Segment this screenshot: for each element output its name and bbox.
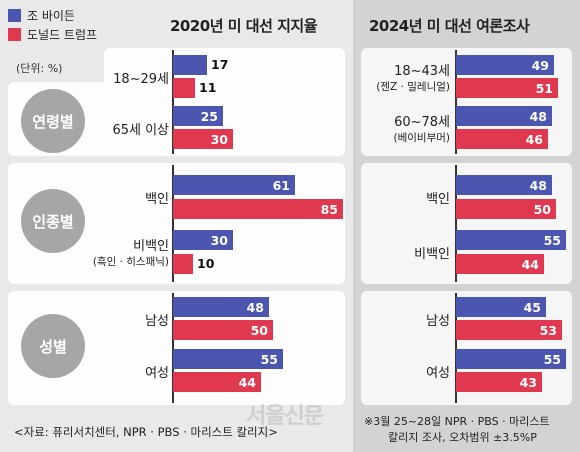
bar-value-label: 10: [197, 256, 215, 271]
left-axis-race: [172, 165, 174, 282]
note-line-2: 칼리지 조사, 오차범위 ±3.5%P: [388, 431, 537, 444]
bar-biden: [173, 55, 207, 75]
bar-biden: 49: [456, 55, 554, 75]
right-axis-race: [455, 165, 457, 282]
legend-label-biden: 조 바이든: [27, 9, 75, 23]
bar-value-label: 45: [523, 299, 541, 315]
bar-value-label: 85: [320, 201, 338, 217]
legend-item-trump: 도널드 트럼프: [8, 26, 97, 43]
group-circle-gender: 성별: [21, 314, 85, 378]
bar-biden: 55: [456, 230, 566, 250]
bar-trump: 44: [456, 254, 544, 274]
category-label: 비백인: [414, 247, 450, 262]
bar-biden: 48: [456, 175, 552, 195]
bar-trump: 50: [456, 199, 556, 219]
bar-trump: 50: [173, 320, 273, 340]
category-label: 18~43세: [394, 63, 450, 79]
bar-value-label: 30: [210, 131, 228, 147]
legend-swatch-trump: [8, 28, 21, 41]
left-axis-gender: [172, 293, 174, 403]
category-label: 비백인: [133, 239, 169, 254]
bar-value-label: 44: [521, 256, 539, 272]
bar-trump: 44: [173, 372, 261, 392]
left-axis-age: [172, 50, 174, 154]
watermark-logo: 서울신문: [246, 404, 324, 429]
unit-label: (단위: %): [16, 62, 63, 75]
group-circle-age: 연령별: [21, 89, 85, 153]
category-label: 65세 이상: [112, 122, 169, 138]
bar-biden: 48: [456, 106, 552, 126]
bar-trump: 85: [173, 199, 343, 219]
category-label: 여성: [426, 365, 450, 381]
category-sublabel: (젠Z · 밀레니얼): [376, 80, 450, 93]
bar-value-label: 44: [238, 374, 256, 390]
category-label: 남성: [145, 313, 169, 329]
right-chart-title: 2024년 미 대선 여론조사: [369, 17, 530, 35]
group-circle-race: 인종별: [21, 189, 85, 253]
legend-item-biden: 조 바이든: [8, 7, 75, 24]
bar-value-label: 48: [529, 177, 547, 193]
bar-trump: 30: [173, 129, 233, 149]
bar-biden: 48: [173, 297, 269, 317]
bar-biden: 55: [173, 349, 283, 369]
bar-trump: [173, 254, 193, 274]
bar-value-label: 25: [200, 108, 218, 124]
bar-value-label: 30: [210, 232, 228, 248]
bar-value-label: 17: [211, 57, 229, 72]
bar-biden: 61: [173, 175, 295, 195]
bar-value-label: 51: [535, 80, 553, 96]
category-label: 백인: [145, 192, 169, 207]
bar-trump: [173, 78, 195, 98]
category-label: 남성: [426, 313, 450, 329]
bar-biden: 25: [173, 106, 223, 126]
category-label: 백인: [426, 192, 450, 207]
legend-swatch-biden: [8, 9, 21, 22]
bar-value-label: 50: [250, 322, 268, 338]
bar-value-label: 53: [539, 322, 557, 338]
bar-value-label: 11: [199, 80, 217, 95]
bar-biden: 30: [173, 230, 233, 250]
category-label: 여성: [145, 365, 169, 381]
bar-value-label: 48: [529, 108, 547, 124]
bar-value-label: 55: [543, 232, 561, 248]
bar-value-label: 55: [260, 351, 278, 367]
bar-trump: 43: [456, 372, 542, 392]
bar-value-label: 49: [531, 57, 549, 73]
right-axis-gender: [455, 293, 457, 403]
note-line-1: ※3월 25~28일 NPR · PBS · 마리스트: [364, 415, 550, 428]
bar-trump: 51: [456, 78, 558, 98]
bar-trump: 46: [456, 129, 548, 149]
bar-biden: 45: [456, 297, 546, 317]
bar-value-label: 55: [543, 351, 561, 367]
category-label: 60~78세: [394, 114, 450, 130]
bar-value-label: 48: [246, 299, 264, 315]
right-axis-age: [455, 50, 457, 154]
bar-value-label: 46: [525, 131, 543, 147]
legend-label-trump: 도널드 트럼프: [27, 28, 98, 42]
category-label: 18~29세: [113, 71, 169, 87]
bar-value-label: 50: [533, 201, 551, 217]
bar-value-label: 43: [519, 374, 537, 390]
bar-value-label: 61: [272, 177, 290, 193]
bar-biden: 55: [456, 349, 566, 369]
left-chart-title: 2020년 미 대선 지지율: [170, 17, 318, 35]
bar-trump: 53: [456, 320, 562, 340]
category-sublabel: (흑인 · 히스패닉): [92, 256, 169, 268]
category-sublabel: (베이비부머): [393, 131, 451, 144]
source-text: <자료: 퓨리서치센터, NPR · PBS · 마리스트 칼리지>: [14, 425, 278, 439]
